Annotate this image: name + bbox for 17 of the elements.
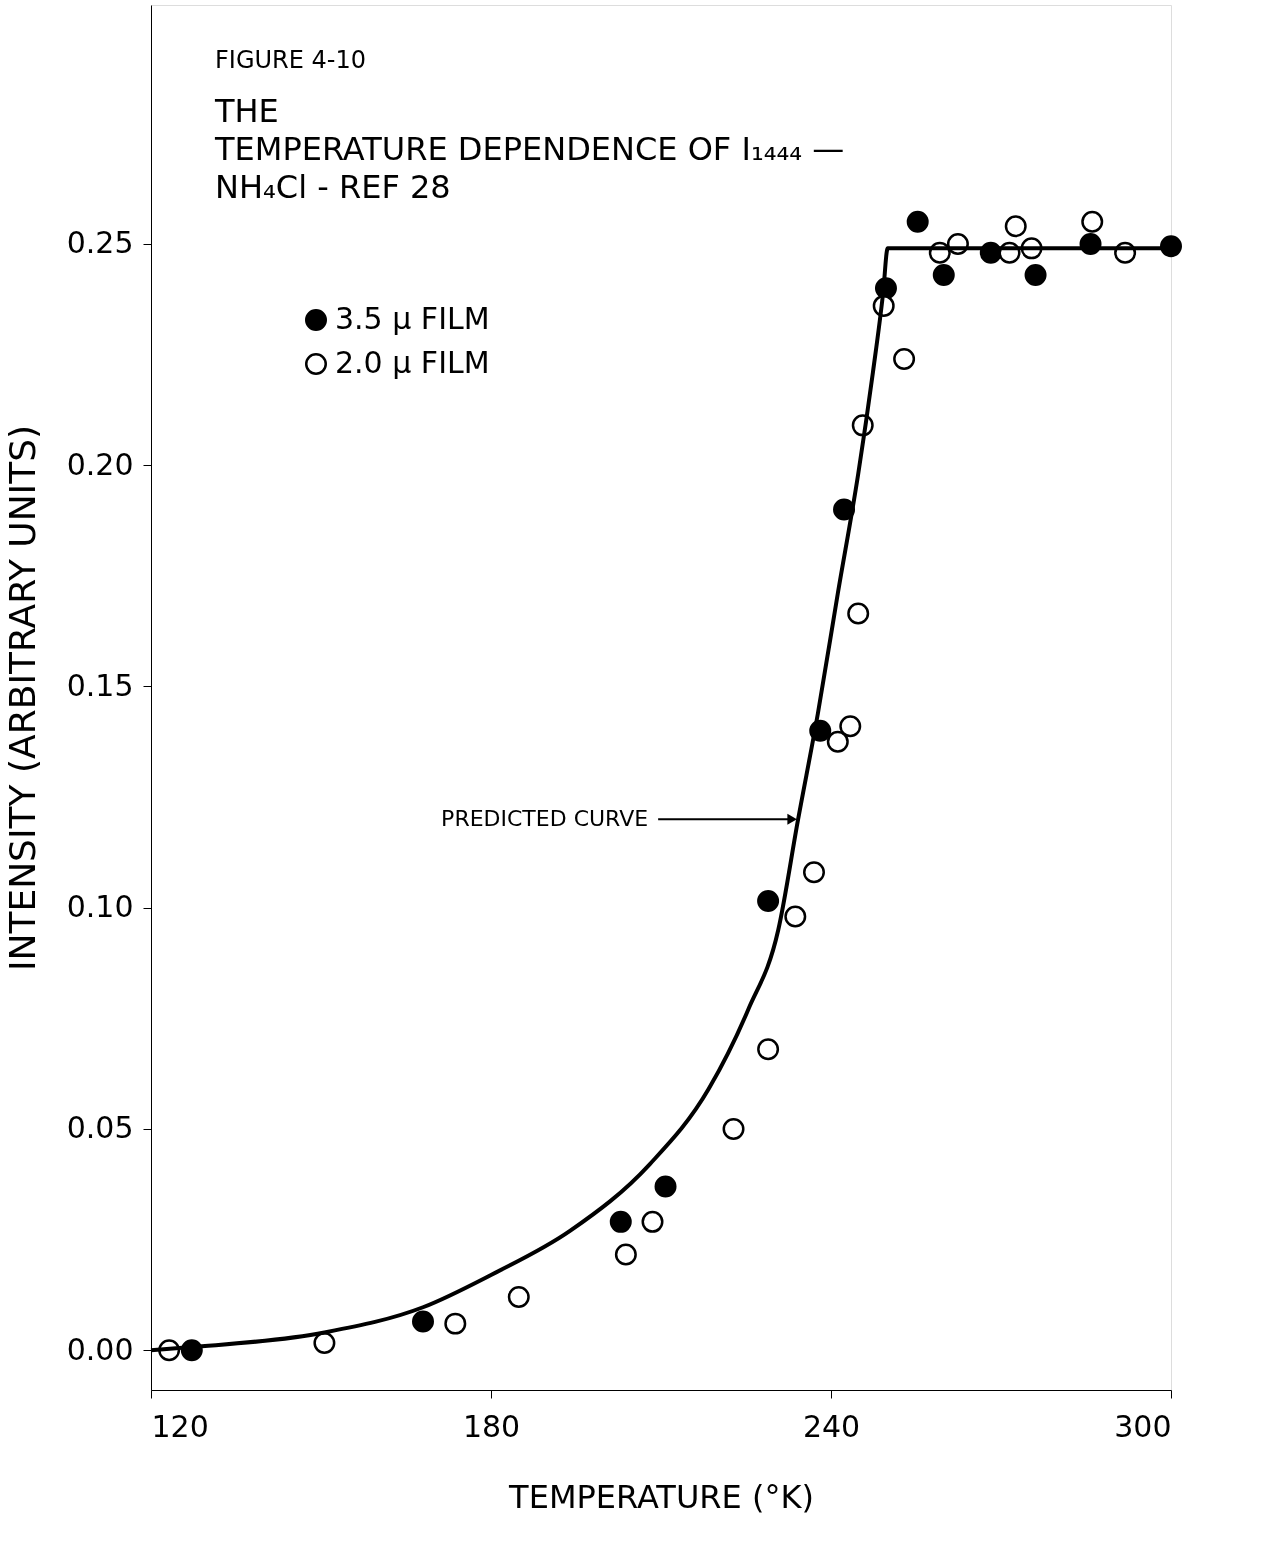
text: THE TEMPERATURE DEPENDENCE OF I₁₄₄₄ — NH₄Cl - REF 28: [214, 92, 845, 206]
text: FIGURE 4-10: [215, 46, 366, 74]
x-tick-label: 300: [1114, 1408, 1172, 1444]
x-tick-label: 180: [462, 1408, 521, 1444]
y-tick-label: 0.00: [66, 1331, 134, 1367]
legend-label: 3.5 μ FILM: [335, 301, 490, 336]
y-tick-label: 0.20: [66, 446, 134, 482]
x-axis-title: TEMPERATURE (°K): [508, 1477, 814, 1516]
annotation: PREDICTED CURVE: [441, 806, 649, 832]
y-axis-title: INTENSITY (ARBITRARY UNITS): [1, 424, 43, 972]
y-tick-label: 0.05: [66, 1110, 134, 1146]
y-tick-label: 0.25: [66, 225, 134, 261]
x-tick-label: 120: [151, 1408, 209, 1444]
y-tick-label: 0.10: [66, 889, 134, 925]
legend-label: 2.0 μ FILM: [335, 345, 490, 380]
x-tick-label: 240: [802, 1408, 861, 1444]
y-tick-label: 0.15: [66, 667, 134, 703]
